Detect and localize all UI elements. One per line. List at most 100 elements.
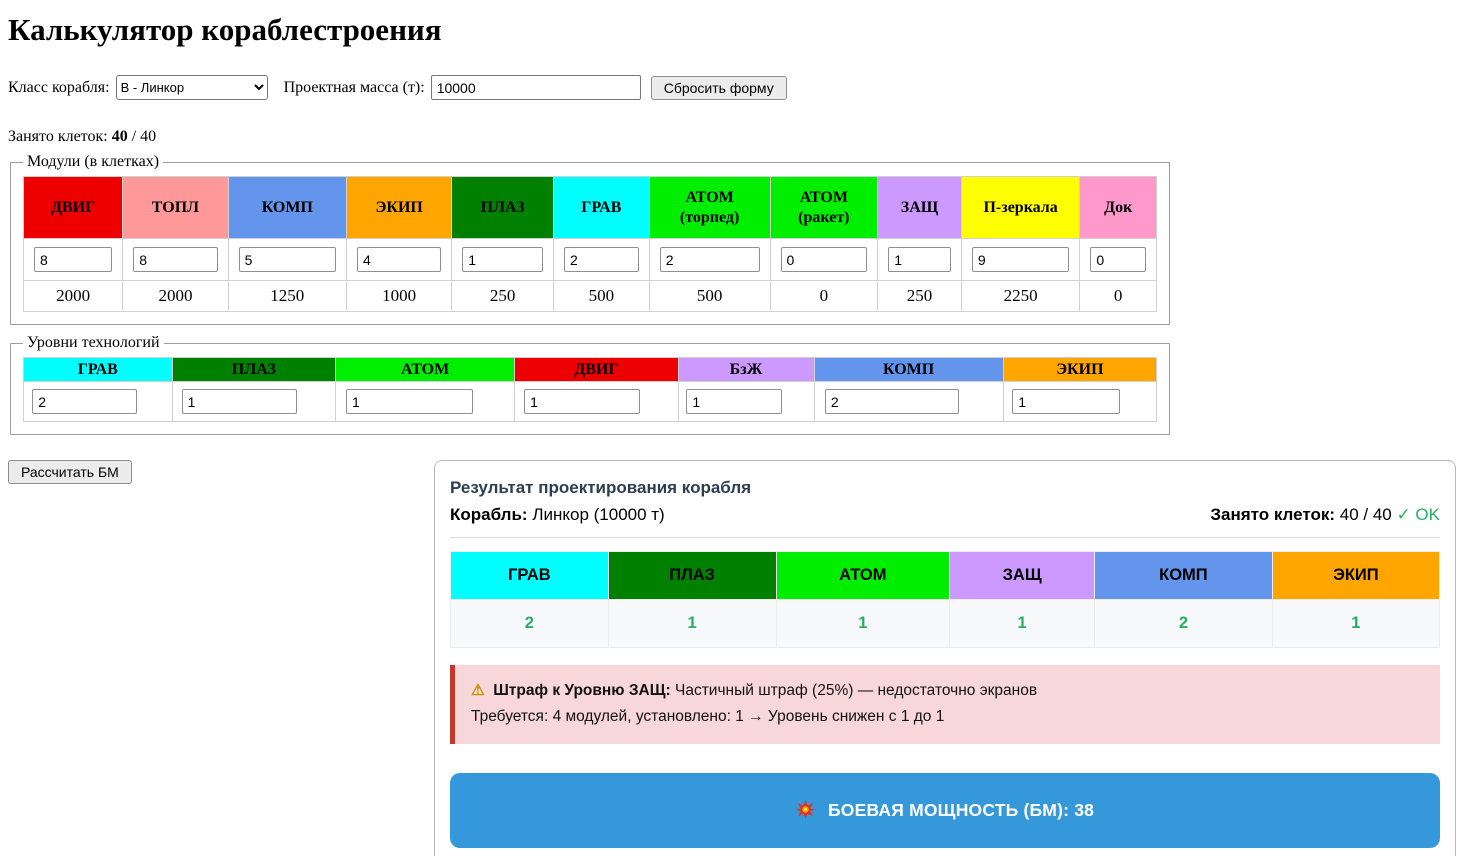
tech-level-cell (1002, 381, 1158, 422)
page-title: Калькулятор кораблестроения (8, 12, 442, 47)
result-title: Результат проектирования корабля (450, 478, 752, 497)
module-count-input[interactable] (971, 247, 1070, 272)
module-tons-cell: 2250 (960, 280, 1081, 312)
module-count-cell (648, 238, 771, 281)
ship-class-select[interactable]: В - Линкор (115, 75, 268, 100)
module-count-cell (877, 238, 962, 281)
module-header: Док (1079, 176, 1157, 239)
module-header: П-зеркала (960, 176, 1081, 239)
penalty-warning-text: Частичный штраф (25%) — недостаточно экр… (670, 682, 1038, 699)
module-count-cell (769, 238, 879, 281)
result-tech-level: 1 (949, 599, 1096, 648)
tech-level-input[interactable] (524, 389, 640, 414)
module-header: ТОПЛ (122, 176, 229, 239)
module-tons-cell: 500 (648, 280, 771, 312)
penalty-warning-line2: Требуется: 4 модулей, установлено: 1 → У… (471, 708, 945, 726)
cells-counter-label: Занято клеток: (8, 128, 108, 145)
result-tech-level: 1 (775, 599, 951, 648)
result-ship-line: Корабль: Линкор (10000 т) (450, 505, 665, 525)
module-header: ПЛАЗ (451, 176, 554, 239)
module-count-input[interactable] (34, 247, 113, 272)
result-tech-header: ПЛАЗ (607, 551, 777, 600)
tech-level-input[interactable] (1012, 389, 1121, 414)
tech-level-cell (335, 381, 516, 422)
tech-input-row (23, 381, 1158, 422)
result-cells-value: 40 / 40 (1335, 505, 1397, 524)
module-header: АТОМ (торпед) (648, 176, 771, 239)
tech-level-input[interactable] (181, 389, 298, 414)
tech-level-input[interactable] (32, 389, 138, 414)
module-header: ДВИГ (22, 176, 124, 239)
module-count-input[interactable] (563, 247, 639, 272)
tech-level-input[interactable] (346, 389, 473, 414)
tech-header: ЭКИП (1002, 357, 1158, 382)
module-count-cell (960, 238, 1081, 281)
tech-legend: Уровни технологий (27, 334, 160, 351)
modules-tons-row: 2000 2000 1250 1000 250 500 500 0 250 2250 0 (22, 280, 1157, 312)
mass-input[interactable] (430, 75, 641, 100)
tech-level-cell (677, 381, 815, 422)
module-count-cell (1079, 238, 1157, 281)
tech-header: ГРАВ (23, 357, 173, 382)
tech-header-row: ГРАВ ПЛАЗ АТОМ ДВИГ БзЖ КОМП ЭКИП (23, 357, 1158, 382)
top-form: Класс корабля: В - Линкор Проектная масс… (8, 75, 1456, 100)
penalty-warning: ⚠ Штраф к Уровню ЗАЩ: Частичный штраф (2… (450, 665, 1440, 744)
result-tech-level: 2 (1094, 599, 1273, 648)
tech-level-cell (23, 381, 173, 422)
cells-counter-separator: / (127, 128, 141, 145)
tech-header: ПЛАЗ (171, 357, 337, 382)
result-ship-value: Линкор (10000 т) (527, 505, 665, 524)
tech-level-input[interactable] (824, 389, 959, 414)
result-tech-header: АТОМ (775, 551, 951, 600)
module-tons-cell: 0 (769, 280, 879, 312)
module-count-input[interactable] (1090, 247, 1146, 272)
module-tons-cell: 2000 (22, 280, 124, 312)
module-tons-cell: 250 (451, 280, 554, 312)
module-tons-cell: 1000 (346, 280, 453, 312)
result-tech-header: КОМП (1094, 551, 1273, 600)
module-header: АТОМ (ракет) (769, 176, 879, 239)
combat-power-banner: БОЕВАЯ МОЩНОСТЬ (БМ): 38 (450, 772, 1440, 848)
module-count-input[interactable] (238, 247, 337, 272)
module-count-cell (451, 238, 554, 281)
modules-input-row (22, 238, 1157, 281)
module-count-cell (346, 238, 453, 281)
cells-counter-total: 40 (140, 128, 157, 145)
module-count-cell (552, 238, 650, 281)
tech-header: ДВИГ (514, 357, 679, 382)
result-cells-ok-badge: ✓ OK (1396, 505, 1440, 524)
result-cells-label: Занято клеток: (1210, 505, 1336, 524)
modules-table: ДВИГ ТОПЛ КОМП ЭКИП ПЛАЗ ГРАВ АТОМ (торпед) АТОМ… (22, 176, 1157, 312)
penalty-warning-line1: ⚠ Штраф к Уровню ЗАЩ: Частичный штраф (2… (471, 678, 1424, 704)
module-tons-cell: 1250 (227, 280, 348, 312)
modules-legend: Модули (в клетках) (27, 153, 160, 170)
result-tech-header: ГРАВ (450, 551, 609, 600)
module-count-input[interactable] (462, 247, 543, 272)
result-tech-level: 2 (450, 599, 609, 648)
tech-level-input[interactable] (686, 389, 782, 414)
module-count-input[interactable] (780, 247, 868, 272)
modules-fieldset: Модули (в клетках) ДВИГ ТОПЛ КОМП ЭКИП ПЛАЗ Г… (10, 153, 1170, 325)
module-header: ГРАВ (552, 176, 650, 239)
cells-counter-used: 40 (111, 128, 128, 145)
module-count-input[interactable] (357, 247, 442, 272)
calculate-bm-button[interactable]: Рассчитать БМ (8, 460, 132, 484)
result-cells-line: Занято клеток: 40 / 40 ✓ OK (1210, 505, 1440, 525)
result-tech-header: ЗАЩ (949, 551, 1096, 600)
reset-form-button[interactable]: Сбросить форму (650, 75, 787, 100)
module-count-input[interactable] (659, 247, 760, 272)
tech-header: КОМП (813, 357, 1004, 382)
panel-divider (450, 537, 1440, 538)
result-tech-level: 1 (607, 599, 777, 648)
mass-label: Проектная масса (т): (283, 78, 425, 96)
tech-fieldset: Уровни технологий ГРАВ ПЛАЗ АТОМ ДВИГ БзЖ КОМ… (10, 334, 1170, 435)
module-count-cell (227, 238, 348, 281)
module-count-input[interactable] (133, 247, 218, 272)
result-panel: Результат проектирования корабля Корабль… (434, 460, 1456, 856)
module-count-input[interactable] (888, 247, 951, 272)
module-tons-cell: 0 (1079, 280, 1157, 312)
module-count-cell (22, 238, 124, 281)
result-ship-label: Корабль: (450, 505, 528, 524)
